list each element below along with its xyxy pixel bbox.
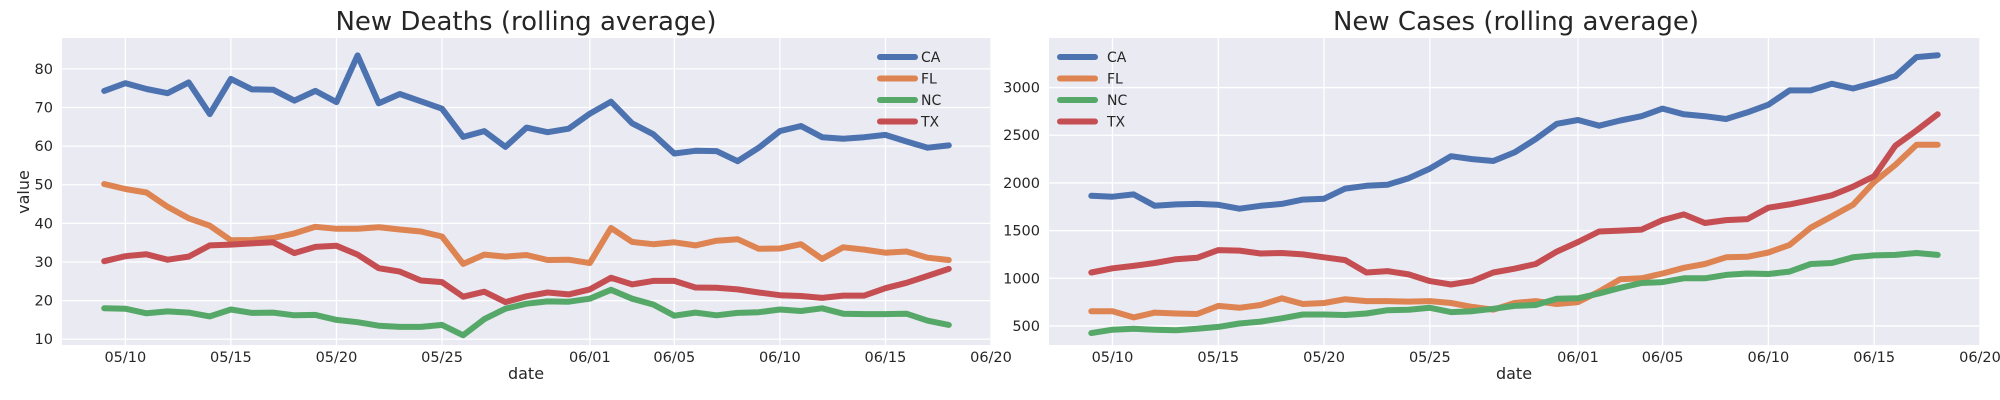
cases-legend-label-fl: FL — [1107, 72, 1123, 88]
deaths-x-tick-label: 05/10 — [104, 350, 146, 366]
cases-chart: New Cases (rolling average) 500 1000 1500 2… — [1003, 7, 2000, 383]
deaths-x-tick-label: 05/20 — [316, 350, 358, 366]
cases-x-tick-label: 06/10 — [1748, 350, 1790, 366]
deaths-y-tick-label: 80 — [35, 62, 53, 78]
cases-x-tick-label: 05/10 — [1092, 350, 1134, 366]
cases-x-tick-label: 06/15 — [1853, 350, 1895, 366]
cases-y-tick-label: 1500 — [1003, 224, 1040, 240]
deaths-x-tick-labels: 05/10 05/15 05/20 05/25 06/01 06/05 06/10 06/15… — [104, 350, 1011, 366]
cases-y-tick-label: 2500 — [1003, 128, 1040, 144]
cases-x-tick-labels: 05/10 05/15 05/20 05/25 06/01 06/05 06/10 06/15… — [1092, 350, 2000, 366]
deaths-x-tick-label: 06/10 — [759, 350, 801, 366]
cases-x-axis-label: date — [1496, 364, 1532, 383]
deaths-chart-title: New Deaths (rolling average) — [335, 7, 716, 37]
deaths-y-tick-label: 10 — [35, 332, 53, 348]
deaths-series-group — [101, 52, 952, 339]
cases-x-tick-label: 05/15 — [1197, 350, 1239, 366]
deaths-y-tick-label: 20 — [35, 294, 53, 310]
cases-y-tick-label: 2000 — [1003, 176, 1040, 192]
deaths-y-tick-label: 60 — [35, 139, 53, 155]
cases-plot-area — [1049, 38, 1980, 345]
cases-series-nc-line — [1088, 250, 1941, 337]
deaths-legend-label-tx: TX — [920, 115, 940, 131]
cases-y-tick-label: 3000 — [1003, 81, 1040, 97]
deaths-x-tick-label: 06/15 — [865, 350, 907, 366]
cases-series-ca-line — [1088, 52, 1941, 212]
deaths-y-tick-label: 70 — [35, 101, 53, 117]
deaths-series-fl-line — [101, 181, 952, 267]
deaths-legend-label-ca: CA — [921, 50, 941, 66]
deaths-gridlines — [62, 38, 992, 345]
deaths-x-tick-label: 05/15 — [210, 350, 252, 366]
deaths-y-axis-label: value — [14, 170, 33, 214]
cases-legend-label-nc: NC — [1107, 93, 1127, 109]
deaths-series-nc-line — [101, 286, 952, 339]
deaths-y-tick-labels: 10 20 30 40 50 60 70 80 — [35, 62, 53, 348]
deaths-series-tx-line — [101, 239, 952, 306]
cases-chart-title: New Cases (rolling average) — [1333, 7, 1699, 37]
deaths-x-axis-label: date — [508, 364, 544, 383]
cases-y-tick-label: 500 — [1012, 319, 1040, 335]
cases-y-tick-label: 1000 — [1003, 271, 1040, 287]
deaths-x-tick-label: 05/25 — [421, 350, 463, 366]
cases-legend: CA FL NC TX — [1057, 50, 1127, 131]
deaths-x-tick-label: 06/05 — [653, 350, 695, 366]
deaths-legend-label-nc: NC — [921, 93, 941, 109]
deaths-legend-label-fl: FL — [921, 72, 937, 88]
cases-legend-label-tx: TX — [1106, 115, 1126, 131]
deaths-series-ca-line — [101, 52, 952, 165]
cases-x-tick-label: 06/01 — [1557, 350, 1599, 366]
deaths-legend: CA FL NC TX — [877, 50, 941, 131]
deaths-y-tick-label: 40 — [35, 216, 53, 232]
deaths-x-tick-label: 06/20 — [970, 350, 1012, 366]
cases-x-tick-label: 06/05 — [1642, 350, 1684, 366]
deaths-chart: New Deaths (rolling average) 10 20 30 40 50 6… — [14, 7, 1012, 383]
cases-x-tick-label: 06/20 — [1959, 350, 2000, 366]
cases-y-tick-labels: 500 1000 1500 2000 2500 3000 — [1003, 81, 1040, 335]
cases-legend-label-ca: CA — [1107, 50, 1127, 66]
cases-x-tick-label: 05/20 — [1303, 350, 1345, 366]
cases-series-group — [1088, 52, 1941, 337]
deaths-y-tick-label: 30 — [35, 255, 53, 271]
deaths-x-tick-label: 06/01 — [569, 350, 611, 366]
cases-series-tx-line — [1088, 111, 1941, 288]
cases-x-tick-label: 05/25 — [1409, 350, 1451, 366]
deaths-y-tick-label: 50 — [35, 178, 53, 194]
